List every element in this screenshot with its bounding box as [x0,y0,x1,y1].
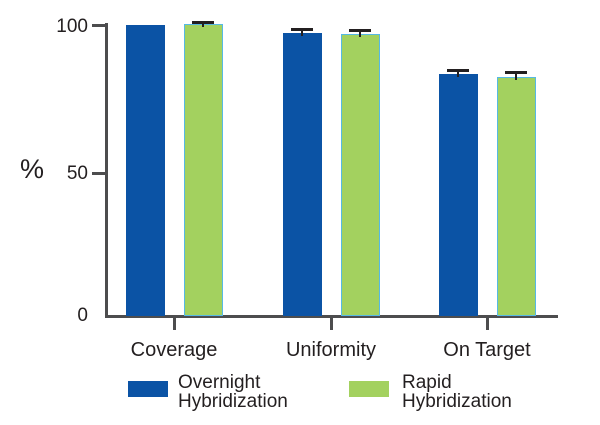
y-tick-label-50: 50 [66,163,88,184]
y-axis-title: % [20,154,45,184]
y-tick-100 [92,24,105,27]
legend-swatch-rapid [349,381,389,397]
bar-rapid-hybridization-coverage [183,24,223,316]
error-cap-overnight-hybridization-on-target [447,68,469,72]
error-bar-rapid-hybridization-uniformity [359,29,361,38]
legend-label-overnight-line2: Hybridization [178,391,288,412]
error-cap-overnight-hybridization-uniformity [291,27,313,31]
error-cap-rapid-hybridization-uniformity [349,29,371,33]
legend-label-rapid-line2: Hybridization [402,391,512,412]
error-bar-rapid-hybridization-on-target [515,71,517,80]
bar-rapid-hybridization-uniformity [340,34,380,316]
legend-label-rapid: Rapid Hybridization [402,373,512,411]
error-bar-overnight-hybridization-uniformity [301,27,303,36]
bar-overnight-hybridization-coverage [125,25,165,316]
error-cap-rapid-hybridization-on-target [505,71,527,75]
x-tick-uniformity [329,318,333,330]
bar-overnight-hybridization-on-target [438,73,478,316]
y-axis-line [105,23,108,318]
y-tick-50 [92,172,105,175]
x-category-label-uniformity: Uniformity [285,339,377,361]
x-axis-line [105,315,558,318]
legend-label-overnight: Overnight Hybridization [178,373,288,411]
error-bar-rapid-hybridization-coverage [202,20,204,27]
error-bar-overnight-hybridization-on-target [457,68,459,77]
y-tick-label-100: 100 [56,16,88,37]
x-tick-coverage [172,318,176,330]
x-category-label-coverage: Coverage [130,339,218,361]
legend-swatch-overnight [128,381,168,397]
y-tick-label-0: 0 [77,305,88,326]
legend-label-rapid-line1: Rapid [402,372,452,393]
x-tick-on-target [485,318,489,330]
bar-overnight-hybridization-uniformity [282,32,322,316]
x-category-label-on-target: On Target [443,339,531,361]
legend-label-overnight-line1: Overnight [178,372,261,393]
error-cap-rapid-hybridization-coverage [192,20,214,24]
bar-rapid-hybridization-on-target [496,76,536,316]
